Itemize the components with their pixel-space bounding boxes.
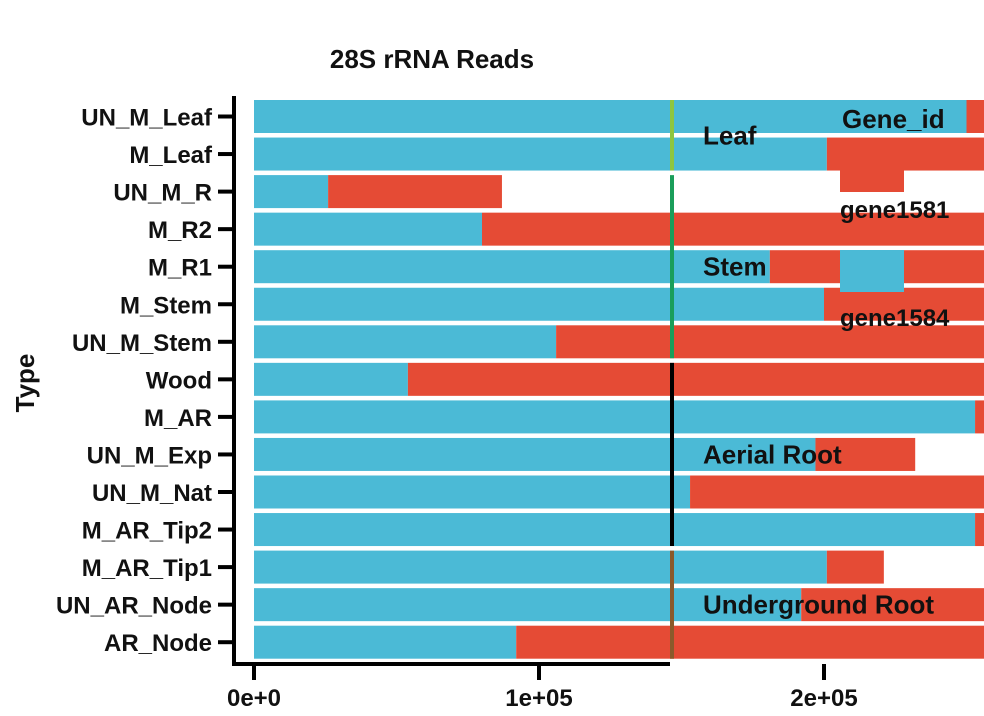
bar-gene1581-M_R2 [482,212,984,246]
y-ticks: UN_M_Leaf M_Leaf UN_M_R M_R2 M_R1 M_Stem UN_M_… [56,105,234,657]
group-label: Aerial Root [703,439,842,469]
y-tick-label: M_Stem [120,292,212,319]
y-tick-label: M_AR_Tip1 [82,555,212,582]
y-tick-label: UN_M_Leaf [81,105,213,132]
y-tick-label: Wood [146,367,212,394]
group-label: Stem [703,252,767,282]
bar-gene1584-M_Leaf [254,137,827,171]
x-tick-label: 1e+05 [505,685,572,712]
legend: Gene_id gene1581 gene1584 [840,104,950,332]
bar-gene1584-M_AR [254,400,976,434]
bar-gene1584-M_AR_Tip2 [254,513,976,547]
bar-gene1581-Wood [407,362,984,396]
bar-gene1581-M_AR_Tip2 [975,513,984,547]
group-label: Underground Root [703,590,934,620]
x-tick-label: 2e+05 [790,685,857,712]
legend-title: Gene_id [842,104,945,134]
bars [254,100,984,659]
y-tick-label: UN_M_R [113,180,212,207]
bar-gene1581-UN_M_Nat [690,475,984,509]
bar-gene1584-Wood [254,362,408,396]
bar-gene1584-UN_M_Leaf [254,100,967,133]
bar-gene1581-UN_M_R [328,175,502,209]
legend-swatch [840,150,904,192]
bar-gene1581-M_AR_Tip1 [826,550,884,584]
bar-gene1581-UN_M_Exp [815,437,916,471]
bar-gene1584-UN_M_Exp [254,437,816,471]
bar-gene1584-AR_Node [254,625,517,659]
bar-gene1584-UN_M_Stem [254,325,557,359]
bar-gene1581-M_AR [975,400,984,434]
y-tick-label: UN_M_Exp [87,442,212,469]
legend-label: gene1584 [840,305,950,332]
group-annotations: Leaf Stem Aerial Root Underground Root [670,100,934,659]
legend-label: gene1581 [840,197,949,224]
y-tick-label: AR_Node [104,630,212,657]
bar-gene1584-UN_M_R [254,175,329,209]
group-label: Leaf [703,120,757,150]
bar-gene1584-UN_AR_Node [254,588,802,622]
bar-gene1584-M_R2 [254,212,482,246]
y-tick-label: UN_AR_Node [56,593,212,620]
y-tick-label: M_AR_Tip2 [82,518,212,545]
x-ticks: 0e+0 1e+05 2e+05 [227,664,858,712]
y-tick-label: UN_M_Nat [92,480,212,507]
y-tick-label: M_R1 [148,255,212,282]
bar-gene1584-M_AR_Tip1 [254,550,827,584]
chart-title: 28S rRNA Reads [330,44,534,74]
bar-gene1581-M_Stem [824,287,984,321]
y-axis-title: Type [10,354,40,413]
bar-gene1584-UN_M_Nat [254,475,691,509]
bar-gene1581-UN_M_Stem [556,325,984,359]
y-tick-label: M_Leaf [129,142,213,169]
bar-gene1581-UN_AR_Node [801,588,984,622]
y-tick-label: UN_M_Stem [72,330,212,357]
bar-gene1581-UN_M_Leaf [966,100,984,133]
y-tick-label: M_AR [144,405,212,432]
bar-gene1584-M_Stem [254,287,824,321]
y-tick-label: M_R2 [148,217,212,244]
x-tick-label: 0e+0 [227,685,281,712]
bar-gene1581-AR_Node [516,625,984,659]
legend-swatch [840,250,904,292]
bar-gene1584-M_R1 [254,250,770,284]
